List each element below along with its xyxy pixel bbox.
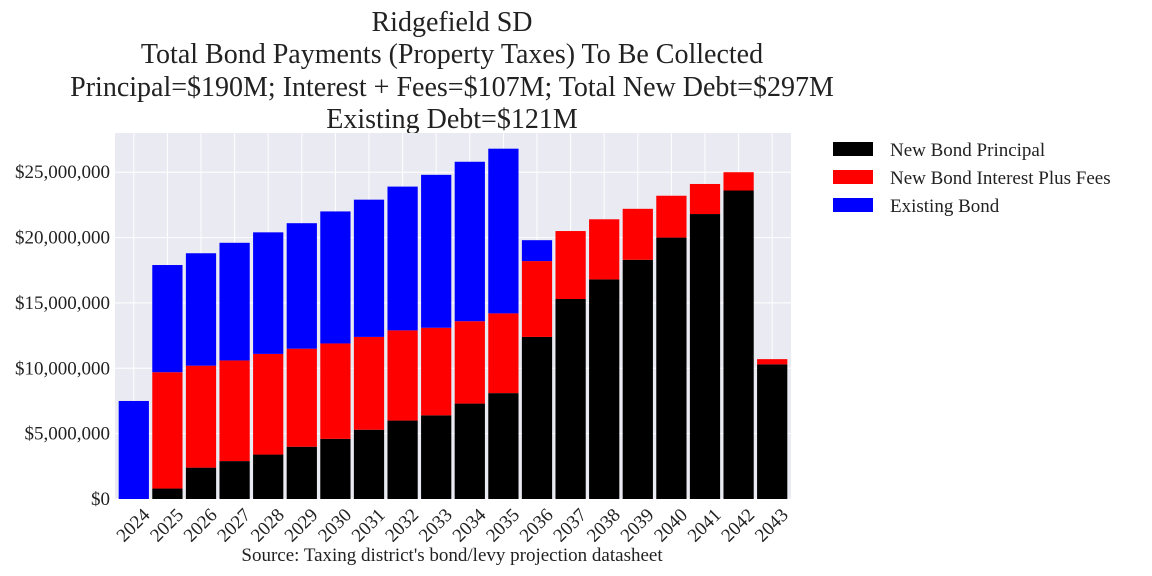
title-line: Principal=$190M; Interest + Fees=$107M; … — [70, 72, 834, 103]
title-line: Total Bond Payments (Property Taxes) To … — [141, 39, 763, 70]
x-tick-label: 2031 — [348, 505, 390, 547]
bar-new-bond-interest-plus-fees-2036 — [521, 261, 553, 337]
x-tick-label: 2039 — [617, 505, 659, 547]
bar-existing-bond-2028 — [253, 232, 284, 354]
bar-new-bond-interest-plus-fees-2035 — [488, 313, 519, 394]
title-line: Ridgefield SD — [372, 7, 533, 38]
bar-existing-bond-2032 — [387, 186, 418, 331]
y-tick-label: $0 — [91, 489, 110, 510]
x-tick-label: 2037 — [549, 505, 591, 547]
bar-existing-bond-2035 — [488, 148, 519, 314]
bar-existing-bond-2033 — [421, 174, 452, 328]
bar-new-bond-interest-plus-fees-2029 — [286, 348, 317, 447]
legend-label: New Bond Interest Plus Fees — [890, 168, 1111, 189]
y-axis: $0 $5,000,000 $10,000,000 $15,000,000 $20,00… — [15, 162, 110, 510]
y-tick-label: $25,000,000 — [15, 162, 110, 183]
bar-existing-bond-2031 — [353, 199, 385, 337]
bar-new-bond-principal-2036 — [521, 336, 553, 499]
bar-new-bond-interest-plus-fees-2033 — [421, 327, 452, 416]
bar-new-bond-interest-plus-fees-2038 — [589, 219, 620, 280]
bar-new-bond-interest-plus-fees-2040 — [656, 195, 687, 238]
bar-new-bond-interest-plus-fees-2043 — [757, 359, 788, 365]
legend-label: New Bond Principal — [890, 140, 1045, 161]
bar-new-bond-principal-2043 — [757, 364, 788, 499]
bar-new-bond-principal-2037 — [555, 299, 586, 499]
x-tick-label: 2040 — [650, 505, 692, 547]
bar-new-bond-interest-plus-fees-2026 — [185, 365, 217, 468]
bar-existing-bond-2026 — [185, 253, 217, 366]
x-tick-label: 2029 — [281, 505, 323, 547]
bar-existing-bond-2024 — [118, 400, 149, 499]
legend-swatch — [833, 142, 873, 156]
bar-new-bond-principal-2040 — [656, 237, 687, 500]
x-tick-label: 2038 — [583, 505, 625, 547]
bar-new-bond-principal-2041 — [689, 214, 721, 500]
legend-label: Existing Bond — [890, 196, 1000, 217]
bar-new-bond-interest-plus-fees-2042 — [723, 172, 754, 191]
bar-new-bond-principal-2031 — [353, 429, 385, 499]
bar-new-bond-interest-plus-fees-2034 — [454, 321, 485, 404]
x-tick-label: 2041 — [684, 505, 726, 547]
bar-new-bond-interest-plus-fees-2039 — [622, 208, 653, 260]
legend-swatch — [833, 198, 873, 212]
bar-new-bond-principal-2033 — [421, 415, 452, 499]
bar-new-bond-principal-2027 — [219, 461, 250, 499]
x-tick-label: 2024 — [113, 504, 155, 546]
bar-new-bond-principal-2028 — [253, 454, 284, 499]
bar-new-bond-interest-plus-fees-2027 — [219, 360, 250, 462]
x-axis: 2024202520262027202820292030203120322033… — [113, 504, 793, 546]
bar-new-bond-principal-2039 — [622, 259, 653, 499]
bar-new-bond-principal-2026 — [185, 467, 217, 499]
x-tick-label: 2043 — [751, 505, 793, 547]
x-tick-label: 2032 — [381, 505, 423, 547]
bar-new-bond-principal-2042 — [723, 190, 754, 499]
bar-new-bond-principal-2025 — [152, 488, 183, 499]
y-tick-label: $5,000,000 — [25, 424, 111, 445]
x-tick-label: 2034 — [449, 504, 491, 546]
x-tick-label: 2026 — [180, 505, 222, 547]
x-tick-label: 2042 — [717, 505, 759, 547]
bar-new-bond-principal-2029 — [286, 446, 317, 499]
x-tick-label: 2027 — [213, 505, 255, 547]
bars — [118, 148, 788, 500]
bar-new-bond-principal-2034 — [454, 403, 485, 499]
bar-existing-bond-2027 — [219, 242, 250, 361]
x-tick-label: 2035 — [482, 505, 524, 547]
y-tick-label: $20,000,000 — [15, 228, 110, 249]
bar-new-bond-interest-plus-fees-2037 — [555, 231, 586, 300]
bar-new-bond-interest-plus-fees-2025 — [152, 372, 183, 489]
x-tick-label: 2025 — [146, 505, 188, 547]
bar-existing-bond-2036 — [521, 240, 553, 262]
x-tick-label: 2036 — [516, 505, 558, 547]
bar-existing-bond-2034 — [454, 161, 485, 322]
bar-new-bond-interest-plus-fees-2031 — [353, 336, 385, 430]
x-tick-label: 2033 — [415, 505, 457, 547]
bar-new-bond-principal-2030 — [320, 438, 351, 499]
x-axis-label: Source: Taxing district's bond/levy proj… — [241, 545, 663, 566]
title-line: Existing Debt=$121M — [326, 104, 578, 135]
bar-new-bond-interest-plus-fees-2041 — [689, 183, 721, 215]
legend-swatch — [833, 170, 873, 184]
bar-new-bond-interest-plus-fees-2030 — [320, 343, 351, 439]
plot-background — [115, 133, 791, 499]
bar-new-bond-principal-2032 — [387, 420, 418, 499]
bar-new-bond-principal-2035 — [488, 393, 519, 499]
bar-existing-bond-2030 — [320, 211, 351, 344]
bar-existing-bond-2029 — [286, 223, 317, 349]
x-tick-label: 2030 — [314, 505, 356, 547]
legend: New Bond Principal New Bond Interest Plus… — [833, 140, 1111, 217]
bar-new-bond-interest-plus-fees-2028 — [253, 353, 284, 455]
y-tick-label: $10,000,000 — [15, 358, 110, 379]
bar-existing-bond-2025 — [152, 265, 183, 373]
bar-new-bond-interest-plus-fees-2032 — [387, 330, 418, 421]
y-tick-label: $15,000,000 — [15, 293, 110, 314]
x-tick-label: 2028 — [247, 505, 289, 547]
bar-new-bond-principal-2038 — [589, 279, 620, 499]
